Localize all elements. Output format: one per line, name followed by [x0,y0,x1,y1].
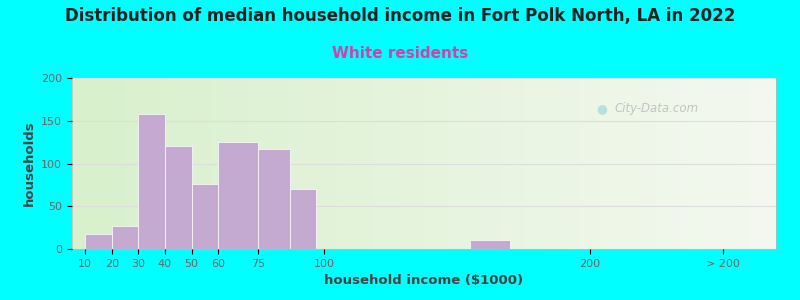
X-axis label: household income ($1000): household income ($1000) [325,274,523,287]
Bar [258,149,290,249]
Y-axis label: households: households [22,121,35,206]
Bar [138,114,165,249]
Bar [112,226,138,249]
Text: ●: ● [597,102,607,115]
Text: City-Data.com: City-Data.com [614,102,698,115]
Bar [165,146,191,249]
Bar [218,142,258,249]
Bar [86,234,112,249]
Bar [290,189,317,249]
Text: White residents: White residents [332,46,468,62]
Text: Distribution of median household income in Fort Polk North, LA in 2022: Distribution of median household income … [65,8,735,26]
Bar [470,241,510,249]
Bar [191,184,218,249]
